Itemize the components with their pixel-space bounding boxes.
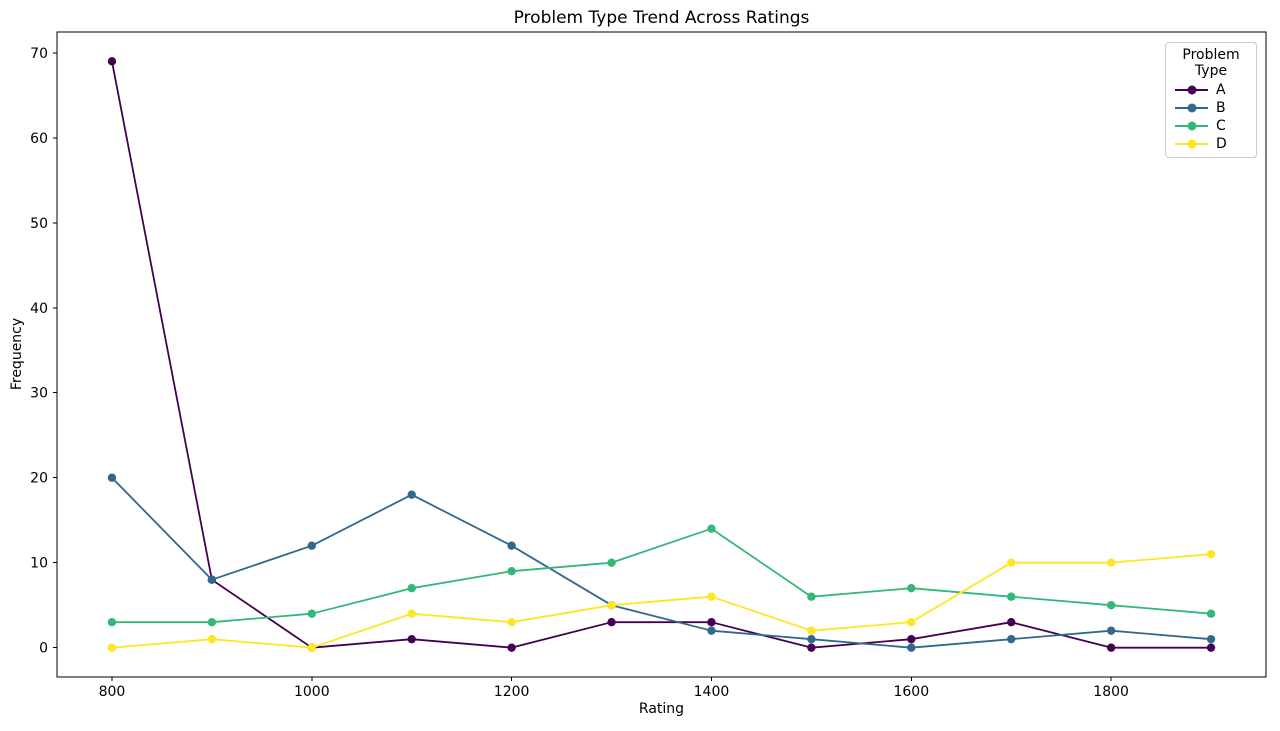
series-D-marker: [707, 592, 716, 601]
x-tick-label: 1600: [893, 684, 929, 700]
series-C-marker: [407, 583, 416, 593]
series-A-marker: [1106, 643, 1116, 652]
legend-line-sample-icon: [1175, 121, 1208, 131]
series-D-marker: [607, 600, 616, 610]
x-tick-label: 1400: [694, 684, 730, 700]
x-tick-label: 800: [99, 684, 126, 700]
series-D-marker: [1106, 558, 1116, 567]
legend-title: Problem Type: [1182, 47, 1240, 79]
y-tick-label: 30: [30, 386, 48, 402]
series-B-marker: [807, 634, 816, 644]
series-C-marker: [907, 583, 916, 593]
series-B-marker: [1007, 634, 1016, 644]
series-C-marker: [1007, 592, 1016, 601]
legend-label: B: [1216, 100, 1226, 116]
series-D-marker: [207, 634, 217, 644]
y-tick-label: 60: [30, 131, 48, 147]
chart-title: Problem Type Trend Across Ratings: [513, 8, 810, 28]
legend-marker-icon: [1187, 103, 1196, 113]
y-tick-label: 0: [39, 641, 48, 657]
series-B-marker: [307, 541, 316, 550]
series-D-marker: [907, 617, 916, 627]
x-axis: 800 1000 1200 1400 1600 1800: [99, 677, 1129, 700]
x-tick-label: 1200: [494, 684, 530, 700]
series-D-marker: [1007, 558, 1016, 567]
legend-marker-icon: [1187, 85, 1196, 95]
y-tick-label: 70: [30, 46, 48, 62]
series-B-marker: [707, 626, 716, 635]
legend-line-sample-icon: [1175, 139, 1208, 149]
series-A-marker: [807, 643, 816, 652]
legend-entry-c: C: [1166, 117, 1256, 135]
y-tick-label: 10: [30, 556, 48, 572]
series-B-marker: [907, 643, 916, 652]
series-D-marker: [807, 626, 816, 635]
series-D: [107, 550, 1216, 652]
series-A-marker: [707, 617, 716, 627]
legend-label: C: [1216, 118, 1226, 134]
x-tick-label: 1800: [1093, 684, 1129, 700]
series-C: [107, 524, 1216, 627]
x-axis-label: Rating: [638, 701, 685, 717]
series-B: [107, 473, 1216, 652]
series-C-marker: [607, 558, 616, 567]
y-tick-label: 50: [30, 216, 48, 232]
y-tick-label: 40: [30, 301, 48, 317]
legend-entry-d: D: [1166, 135, 1256, 153]
series-A-marker: [1206, 643, 1216, 652]
series-D-marker: [1206, 550, 1216, 559]
plot-frame: [56, 31, 1267, 678]
legend: Problem Type A B C D: [1165, 42, 1257, 158]
series-D-marker: [507, 617, 516, 627]
series-B-marker: [507, 541, 516, 550]
series-B-marker: [207, 575, 217, 584]
series-C-marker: [107, 617, 117, 627]
series-B-marker: [1106, 626, 1116, 635]
series-A-marker: [507, 643, 516, 652]
y-axis: 0 10 20 30 40 50 60 70: [30, 46, 57, 657]
series-C-marker: [807, 592, 816, 601]
series-D-marker: [407, 609, 416, 618]
legend-label: A: [1216, 82, 1226, 98]
series-B-marker: [107, 473, 117, 482]
series-C-marker: [307, 609, 316, 618]
series-A-marker: [1007, 617, 1016, 627]
series-D-marker: [307, 643, 316, 652]
series-B-marker: [407, 490, 416, 499]
series-A-marker: [607, 617, 616, 627]
series-B-line: [111, 477, 1212, 649]
legend-line-sample-icon: [1175, 103, 1208, 113]
legend-entry-b: B: [1166, 99, 1256, 117]
series-C-marker: [207, 617, 217, 627]
series-C-marker: [707, 524, 716, 533]
legend-marker-icon: [1187, 121, 1196, 131]
legend-entry-a: A: [1166, 81, 1256, 99]
y-tick-label: 20: [30, 471, 48, 487]
series-D-line: [111, 553, 1212, 649]
legend-line-sample-icon: [1175, 85, 1208, 95]
series-A-marker: [107, 57, 117, 66]
series-C-line: [111, 527, 1212, 624]
legend-label: D: [1216, 136, 1227, 152]
series-A-line: [111, 61, 1212, 649]
series-B-marker: [1206, 634, 1216, 644]
series-C-marker: [507, 566, 516, 576]
x-tick-label: 1000: [294, 684, 330, 700]
series-A-marker: [907, 634, 916, 644]
legend-marker-icon: [1187, 139, 1196, 149]
series-C-marker: [1106, 600, 1116, 610]
series-C-marker: [1206, 609, 1216, 618]
series-D-marker: [107, 643, 117, 652]
series-A-marker: [407, 634, 416, 644]
